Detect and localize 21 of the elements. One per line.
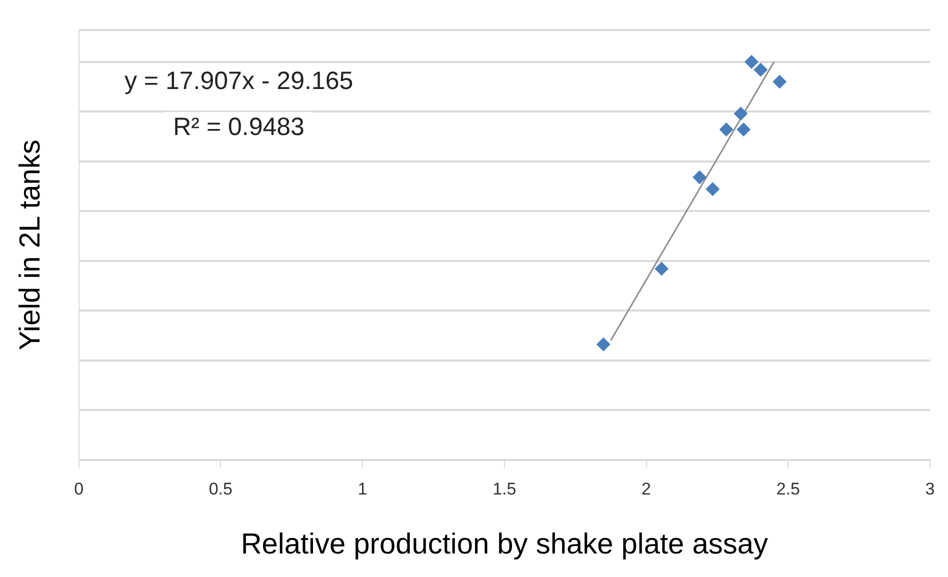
- point: [744, 54, 759, 69]
- x-tick-label: 0: [74, 480, 84, 499]
- x-tick-label: 1.5: [492, 480, 516, 499]
- annotation: y = 17.907x - 29.165: [124, 66, 354, 95]
- point: [736, 122, 751, 136]
- point: [692, 170, 707, 184]
- point: [719, 122, 734, 136]
- x-tick-label: 3: [925, 480, 935, 499]
- x-tick-label: 2.5: [776, 480, 800, 499]
- point: [772, 74, 787, 89]
- point: [706, 182, 720, 196]
- point: [734, 106, 748, 121]
- point: [654, 262, 669, 276]
- point: [596, 337, 610, 352]
- annotation: R² = 0.9483: [173, 112, 304, 141]
- x-tick-label: 1: [358, 480, 368, 499]
- point: [754, 62, 768, 77]
- y-axis-title: Yield in 2L tanks: [14, 140, 46, 350]
- x-tick-label: 2: [642, 480, 651, 499]
- x-axis-title: Relative production by shake plate assay: [240, 528, 768, 561]
- x-tick-label: 0.5: [208, 480, 232, 499]
